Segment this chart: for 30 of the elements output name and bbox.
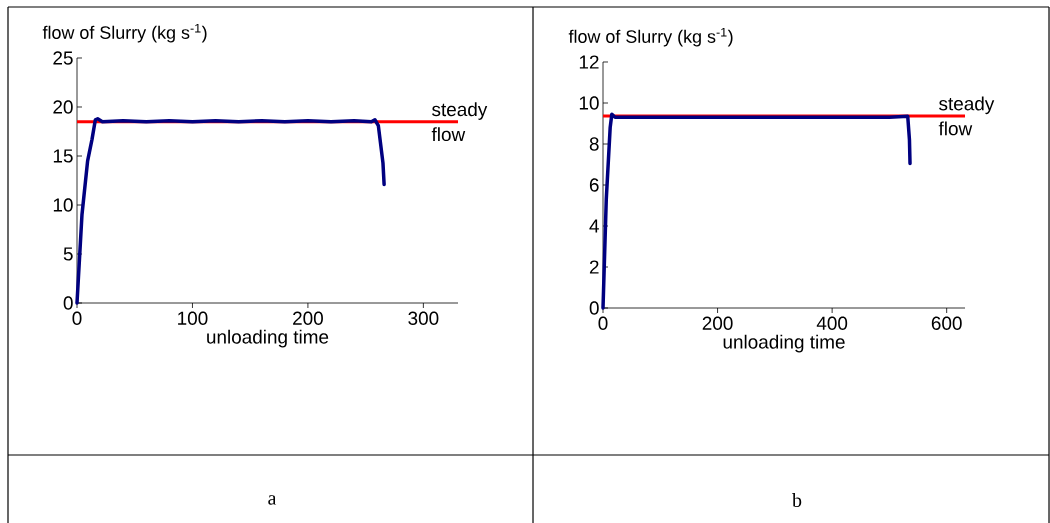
y-tick-label: 25 [53,51,73,65]
y-tick-label: 6 [589,178,599,192]
text: b [792,492,802,508]
y-tick-label: 8 [589,137,599,151]
x-axis-title: unloading time [723,334,845,353]
x-tick-label: 400 [816,316,848,330]
y-tick-label: 10 [53,198,73,212]
x-tick-label: 0 [72,311,82,325]
text: a [268,495,277,505]
x-tick-label: 200 [702,316,733,330]
y-tick-label: 20 [53,100,73,114]
y-tick-label: 15 [53,149,73,163]
x-tick-label: 200 [293,311,323,325]
y-tick-label: 0 [63,296,73,310]
y-axis-title: flow of Slurry (kg s$^{-1}$) [42,23,207,43]
x-tick-label: 100 [178,311,208,325]
x-tick-label: 600 [931,316,962,330]
ref-line-label: steady flow [938,96,995,136]
y-tick-label: 0 [589,301,599,315]
line-series [75,117,386,305]
x-tick-label: 0 [598,316,608,330]
ref-line-label: steady flow [431,102,488,142]
y-tick-label: 2 [589,260,599,274]
y-tick-label: 5 [63,247,73,261]
y-tick-label: 10 [579,96,599,110]
y-tick-label: 4 [589,219,599,233]
y-axis-title: flow of Slurry (kg s$^{-1}$) [568,27,733,47]
x-tick-label: 300 [408,311,439,325]
x-axis-title: unloading time [207,329,329,348]
y-tick-label: 12 [579,55,599,69]
